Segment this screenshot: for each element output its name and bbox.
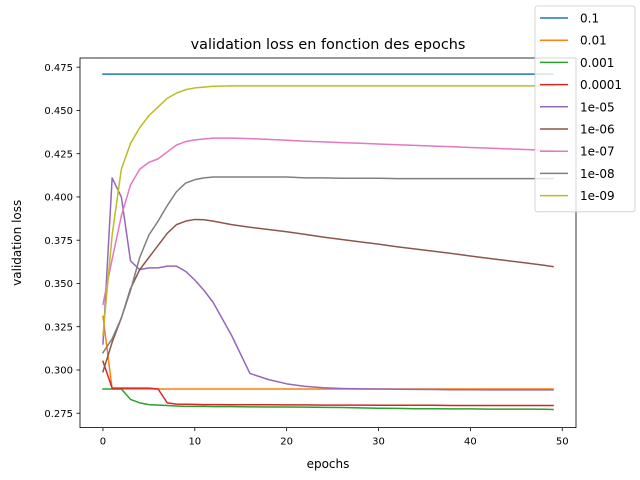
x-tick-label: 50 xyxy=(556,437,569,448)
x-tick-label: 0 xyxy=(100,437,106,448)
series-line-8 xyxy=(102,85,554,337)
legend-frame xyxy=(534,5,636,213)
plot-lines xyxy=(101,73,554,411)
legend-label: 0.01 xyxy=(580,34,607,48)
x-axis-ticks: 0 10 20 30 40 50 xyxy=(100,427,569,448)
x-tick-label: 20 xyxy=(280,437,293,448)
legend-label: 1e-06 xyxy=(580,123,615,137)
x-axis-label: epochs xyxy=(307,457,350,471)
series-line-5 xyxy=(102,218,554,373)
plot-area-frame xyxy=(79,57,577,429)
legend-label: 0.001 xyxy=(580,56,614,70)
y-tick-label: 0.325 xyxy=(44,322,73,333)
legend-label: 1e-08 xyxy=(580,167,615,181)
x-tick-label: 40 xyxy=(464,437,477,448)
legend-label: 1e-09 xyxy=(580,189,615,203)
legend: 0.1 0.01 0.001 0.0001 1e-05 1e-06 1e-07 1e-08 1e… xyxy=(534,5,636,213)
legend-label: 1e-05 xyxy=(580,100,615,114)
y-tick-label: 0.400 xyxy=(44,193,73,204)
x-tick-label: 10 xyxy=(188,437,201,448)
series-line-3 xyxy=(102,360,554,407)
y-tick-label: 0.300 xyxy=(44,366,73,377)
series-line-4 xyxy=(102,177,554,391)
legend-label: 0.1 xyxy=(580,12,599,26)
series-line-7 xyxy=(101,176,554,354)
y-tick-label: 0.425 xyxy=(44,149,73,160)
y-axis-ticks: 0.275 0.300 0.325 0.350 0.375 0.400 0.425 0.450… xyxy=(44,63,80,420)
legend-label: 1e-07 xyxy=(580,145,615,159)
y-tick-label: 0.450 xyxy=(44,106,73,117)
y-tick-label: 0.350 xyxy=(44,279,73,290)
y-tick-label: 0.475 xyxy=(44,63,73,74)
series-line-6 xyxy=(102,137,554,306)
series-line-2 xyxy=(102,388,554,411)
y-axis-label: validation loss xyxy=(10,200,24,286)
y-tick-label: 0.375 xyxy=(44,236,73,247)
chart-title: validation loss en fonction des epochs xyxy=(191,37,466,53)
x-tick-label: 30 xyxy=(372,437,385,448)
legend-label: 0.0001 xyxy=(580,78,622,92)
y-tick-label: 0.275 xyxy=(44,409,73,420)
